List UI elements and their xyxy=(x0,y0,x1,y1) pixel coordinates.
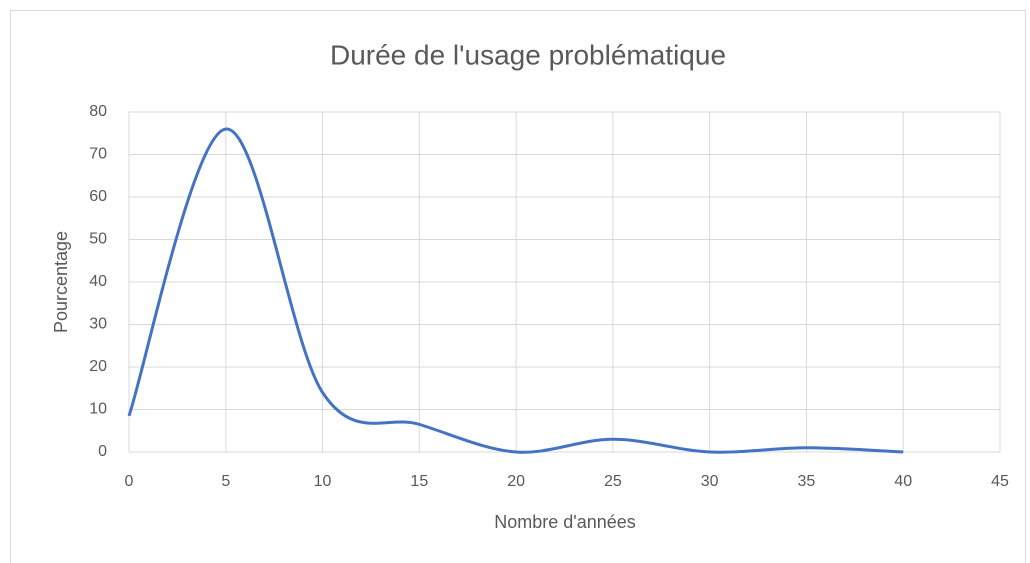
x-tick-label: 25 xyxy=(604,473,622,490)
data-line xyxy=(127,127,904,454)
x-tick-label: 10 xyxy=(314,473,332,490)
chart-border xyxy=(10,10,1026,563)
y-tick-label: 60 xyxy=(89,188,107,205)
chart-title: Durée de l'usage problématique xyxy=(330,39,726,70)
y-tick-label: 10 xyxy=(89,401,107,418)
y-tick-label: 0 xyxy=(98,443,107,460)
x-tick-label: 40 xyxy=(894,473,912,490)
x-tick-label: 45 xyxy=(991,473,1009,490)
x-tick-label: 5 xyxy=(221,473,230,490)
y-tick-label: 40 xyxy=(89,273,107,290)
x-tick-label: 35 xyxy=(798,473,816,490)
x-tick-label: 0 xyxy=(125,473,134,490)
x-tick-label: 15 xyxy=(410,473,428,490)
y-tick-label: 70 xyxy=(89,146,107,163)
y-tick-label: 30 xyxy=(89,316,107,333)
x-axis-title: Nombre d'années xyxy=(494,512,636,532)
y-tick-label: 20 xyxy=(89,358,107,375)
y-axis-title: Pourcentage xyxy=(51,231,71,333)
x-tick-label: 30 xyxy=(701,473,719,490)
y-tick-label: 50 xyxy=(89,231,107,248)
x-tick-label: 20 xyxy=(507,473,525,490)
y-tick-label: 80 xyxy=(89,103,107,120)
